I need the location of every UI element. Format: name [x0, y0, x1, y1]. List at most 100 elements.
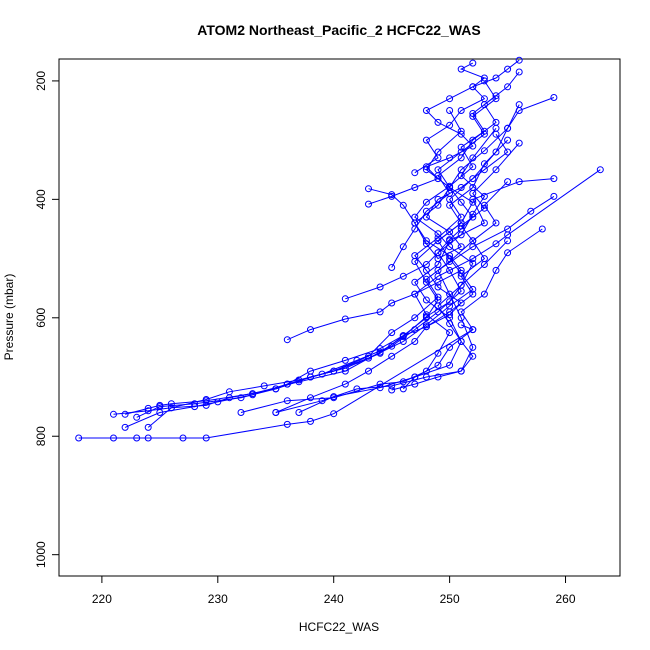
- data-point: [446, 266, 454, 274]
- y-tick-label: 1000: [34, 541, 48, 568]
- data-point: [457, 143, 465, 151]
- data-point: [446, 236, 454, 244]
- data-point: [144, 404, 152, 412]
- data-point: [469, 213, 477, 221]
- data-point: [399, 201, 407, 209]
- x-tick-label: 240: [324, 592, 344, 606]
- data-point: [434, 172, 442, 180]
- data-point: [457, 166, 465, 174]
- data-point: [283, 397, 291, 405]
- data-point: [422, 261, 430, 268]
- series-line: [391, 71, 520, 268]
- data-point: [446, 154, 454, 162]
- data-point: [469, 259, 477, 267]
- data-point: [434, 349, 442, 357]
- data-point: [457, 225, 465, 233]
- data-point: [480, 74, 488, 82]
- data-point: [411, 252, 419, 260]
- x-axis: 220 230 240 250 260: [92, 575, 576, 606]
- data-point: [446, 121, 454, 129]
- data-point: [515, 68, 523, 76]
- series-line: [147, 104, 520, 428]
- data-point: [515, 178, 523, 186]
- data-point: [469, 136, 477, 144]
- data-point: [411, 314, 419, 322]
- data-point: [167, 404, 175, 412]
- data-point: [121, 423, 129, 431]
- data-point: [283, 380, 291, 388]
- data-point: [446, 329, 454, 337]
- data-point: [272, 385, 280, 393]
- data-point: [272, 409, 280, 416]
- data-point: [191, 400, 199, 408]
- data-point: [422, 240, 430, 248]
- data-point: [307, 367, 314, 375]
- data-point: [434, 230, 442, 238]
- x-tick-label: 230: [208, 592, 228, 606]
- data-point: [399, 332, 407, 340]
- data-point: [469, 59, 477, 67]
- data-point: [388, 299, 396, 307]
- data-point: [515, 56, 523, 64]
- data-point: [446, 95, 454, 103]
- data-point: [249, 391, 257, 399]
- data-point: [388, 329, 396, 337]
- chart-title: ATOM2 Northeast_Pacific_2 HCFC22_WAS: [197, 22, 480, 38]
- data-point: [365, 185, 372, 193]
- plot-frame: [58, 58, 621, 577]
- y-tick-label: 600: [34, 307, 48, 327]
- data-point: [330, 367, 338, 375]
- data-point: [446, 228, 454, 236]
- data-point: [457, 184, 465, 191]
- data-point: [260, 382, 268, 390]
- data-point: [307, 394, 314, 402]
- data-point: [133, 434, 141, 442]
- data-point: [422, 107, 430, 114]
- data-point: [110, 434, 117, 442]
- data-point: [446, 290, 454, 298]
- data-point: [492, 130, 500, 138]
- data-point: [422, 311, 430, 319]
- data-point: [504, 83, 512, 91]
- data-point: [446, 311, 454, 319]
- series-line: [368, 133, 509, 260]
- data-point: [480, 166, 488, 174]
- data-point: [469, 243, 477, 251]
- data-point: [457, 154, 465, 162]
- data-point: [237, 409, 245, 416]
- data-point: [446, 343, 454, 351]
- series-line: [78, 324, 474, 439]
- data-point: [469, 343, 477, 351]
- data-point: [480, 290, 488, 298]
- data-point: [434, 283, 442, 291]
- data-point: [434, 118, 442, 126]
- data-point: [411, 169, 419, 177]
- data-point: [376, 308, 384, 316]
- data-point: [434, 255, 442, 263]
- data-point: [422, 136, 430, 144]
- data-point: [202, 434, 210, 442]
- data-point: [469, 255, 477, 263]
- series-line: [287, 110, 462, 341]
- data-point: [295, 409, 303, 416]
- data-point: [144, 423, 152, 431]
- data-point: [457, 299, 465, 307]
- series-line: [402, 228, 543, 390]
- data-point: [307, 417, 314, 425]
- data-point: [515, 139, 523, 147]
- data-point: [133, 413, 141, 421]
- data-point: [457, 107, 465, 114]
- data-point: [365, 200, 372, 208]
- data-point: [469, 352, 477, 360]
- data-point: [469, 195, 477, 203]
- data-point: [411, 373, 419, 381]
- data-point: [411, 278, 419, 286]
- data-point: [376, 283, 384, 291]
- data-point: [457, 65, 465, 73]
- data-point: [144, 434, 152, 442]
- data-point: [411, 225, 419, 233]
- data-point: [504, 65, 512, 73]
- data-point: [110, 410, 117, 418]
- y-tick-label: 400: [34, 189, 48, 209]
- x-tick-label: 250: [440, 592, 460, 606]
